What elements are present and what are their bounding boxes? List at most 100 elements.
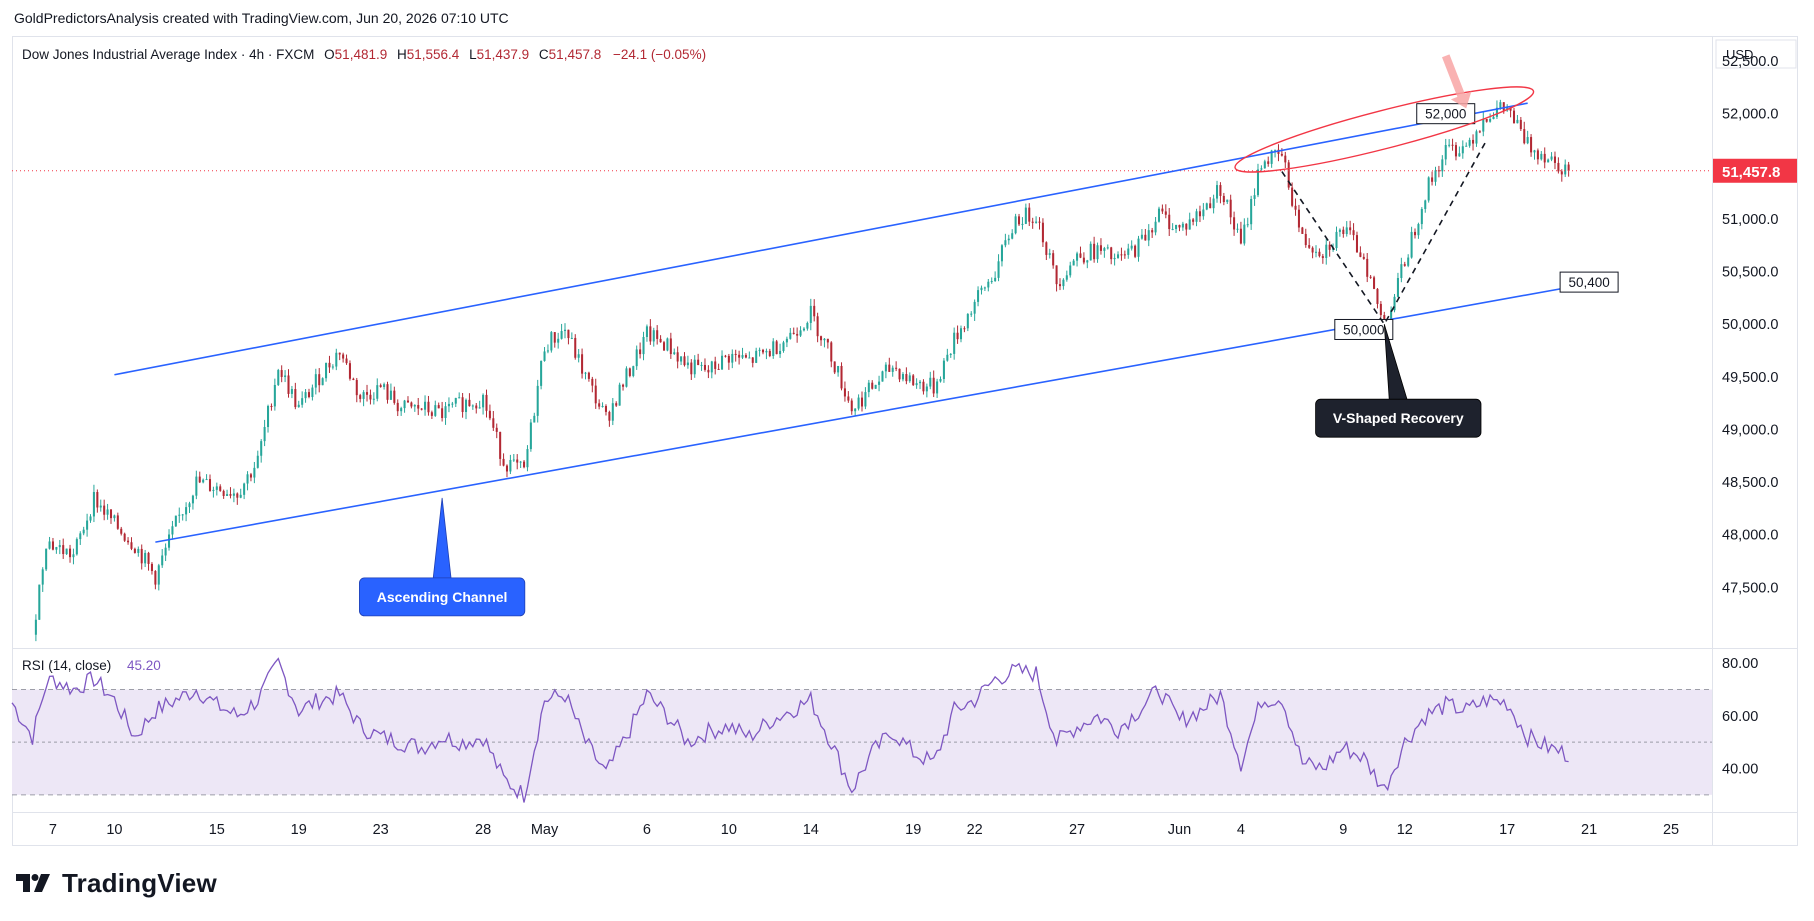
candle[interactable] [939, 376, 942, 383]
candle[interactable] [222, 489, 225, 499]
candle[interactable] [560, 323, 563, 340]
candle[interactable] [72, 548, 75, 565]
candle[interactable] [744, 353, 747, 359]
candle[interactable] [1055, 265, 1058, 292]
candle[interactable] [1035, 216, 1038, 224]
candle[interactable] [802, 327, 805, 332]
candle[interactable] [1301, 226, 1304, 234]
candle[interactable] [410, 401, 413, 409]
candle[interactable] [335, 348, 338, 371]
candle[interactable] [468, 393, 471, 407]
candle[interactable] [1485, 118, 1488, 123]
candle[interactable] [1444, 138, 1447, 166]
candle[interactable] [908, 372, 911, 383]
candle[interactable] [734, 349, 737, 362]
candle[interactable] [1226, 199, 1229, 205]
candle[interactable] [1161, 204, 1164, 214]
candle[interactable] [1082, 252, 1085, 265]
candle[interactable] [738, 350, 741, 365]
candle[interactable] [164, 543, 167, 562]
candle[interactable] [318, 368, 321, 393]
candle[interactable] [38, 584, 41, 620]
candle[interactable] [284, 370, 287, 383]
candle[interactable] [1192, 217, 1195, 226]
candle[interactable] [618, 382, 621, 406]
candle[interactable] [171, 520, 174, 540]
candle[interactable] [1048, 248, 1051, 259]
candle[interactable] [1478, 130, 1481, 134]
candle[interactable] [782, 340, 785, 353]
candle[interactable] [1441, 155, 1444, 177]
candle[interactable] [1550, 152, 1553, 162]
candle[interactable] [1028, 203, 1031, 226]
candle[interactable] [51, 537, 54, 551]
candle[interactable] [895, 361, 898, 372]
candle[interactable] [649, 319, 652, 345]
candle[interactable] [454, 397, 457, 408]
candle[interactable] [243, 482, 246, 500]
candle[interactable] [1069, 261, 1072, 278]
candle[interactable] [717, 363, 720, 370]
candle[interactable] [1120, 247, 1123, 261]
candle[interactable] [796, 327, 799, 343]
candle[interactable] [41, 567, 44, 592]
candle[interactable] [1328, 241, 1331, 257]
candle[interactable] [656, 325, 659, 345]
candle[interactable] [434, 400, 437, 417]
candle[interactable] [359, 393, 362, 403]
candle[interactable] [1233, 211, 1236, 236]
candle[interactable] [48, 536, 51, 550]
candle[interactable] [673, 348, 676, 356]
candle[interactable] [1219, 182, 1222, 204]
candle[interactable] [441, 401, 444, 422]
candle[interactable] [365, 384, 369, 402]
candle[interactable] [1396, 272, 1399, 298]
candle[interactable] [376, 378, 379, 402]
candle[interactable] [482, 393, 485, 415]
candle[interactable] [1106, 244, 1109, 250]
candle[interactable] [420, 408, 423, 411]
candle[interactable] [1164, 204, 1167, 219]
candle[interactable] [226, 489, 229, 496]
candle[interactable] [652, 327, 655, 347]
candle[interactable] [1140, 229, 1143, 240]
candle[interactable] [355, 377, 358, 403]
candle[interactable] [615, 401, 618, 407]
candle[interactable] [997, 254, 1000, 282]
candle[interactable] [1536, 148, 1539, 165]
candle[interactable] [400, 406, 403, 416]
currency-box[interactable] [1715, 39, 1797, 69]
candle[interactable] [277, 368, 280, 387]
candle[interactable] [1461, 140, 1464, 159]
candle[interactable] [953, 327, 956, 360]
candle[interactable] [202, 478, 205, 484]
candle[interactable] [273, 378, 276, 411]
candle[interactable] [1516, 114, 1519, 124]
candle[interactable] [325, 362, 328, 382]
candle[interactable] [1526, 130, 1529, 145]
candle[interactable] [430, 410, 433, 420]
candle[interactable] [123, 532, 126, 542]
candle[interactable] [1284, 151, 1287, 169]
candle[interactable] [1014, 213, 1017, 235]
candle[interactable] [1062, 278, 1065, 290]
candle[interactable] [724, 354, 727, 358]
candle[interactable] [451, 401, 454, 408]
candle[interactable] [297, 400, 300, 408]
candle[interactable] [912, 373, 915, 386]
candle[interactable] [437, 402, 440, 409]
v-recovery-path[interactable] [1281, 139, 1488, 326]
candle[interactable] [1560, 169, 1563, 182]
candle[interactable] [598, 399, 601, 410]
candle[interactable] [69, 544, 72, 563]
channel-lower[interactable] [155, 286, 1569, 543]
candle[interactable] [662, 340, 666, 351]
candle[interactable] [1468, 137, 1471, 148]
candle[interactable] [1137, 235, 1140, 262]
channel-upper[interactable] [114, 102, 1528, 376]
price-label-50400[interactable]: 50,400 [1559, 271, 1619, 293]
candle[interactable] [772, 338, 775, 359]
candle[interactable] [860, 391, 864, 412]
candle[interactable] [1212, 194, 1215, 214]
candle[interactable] [1366, 252, 1369, 283]
